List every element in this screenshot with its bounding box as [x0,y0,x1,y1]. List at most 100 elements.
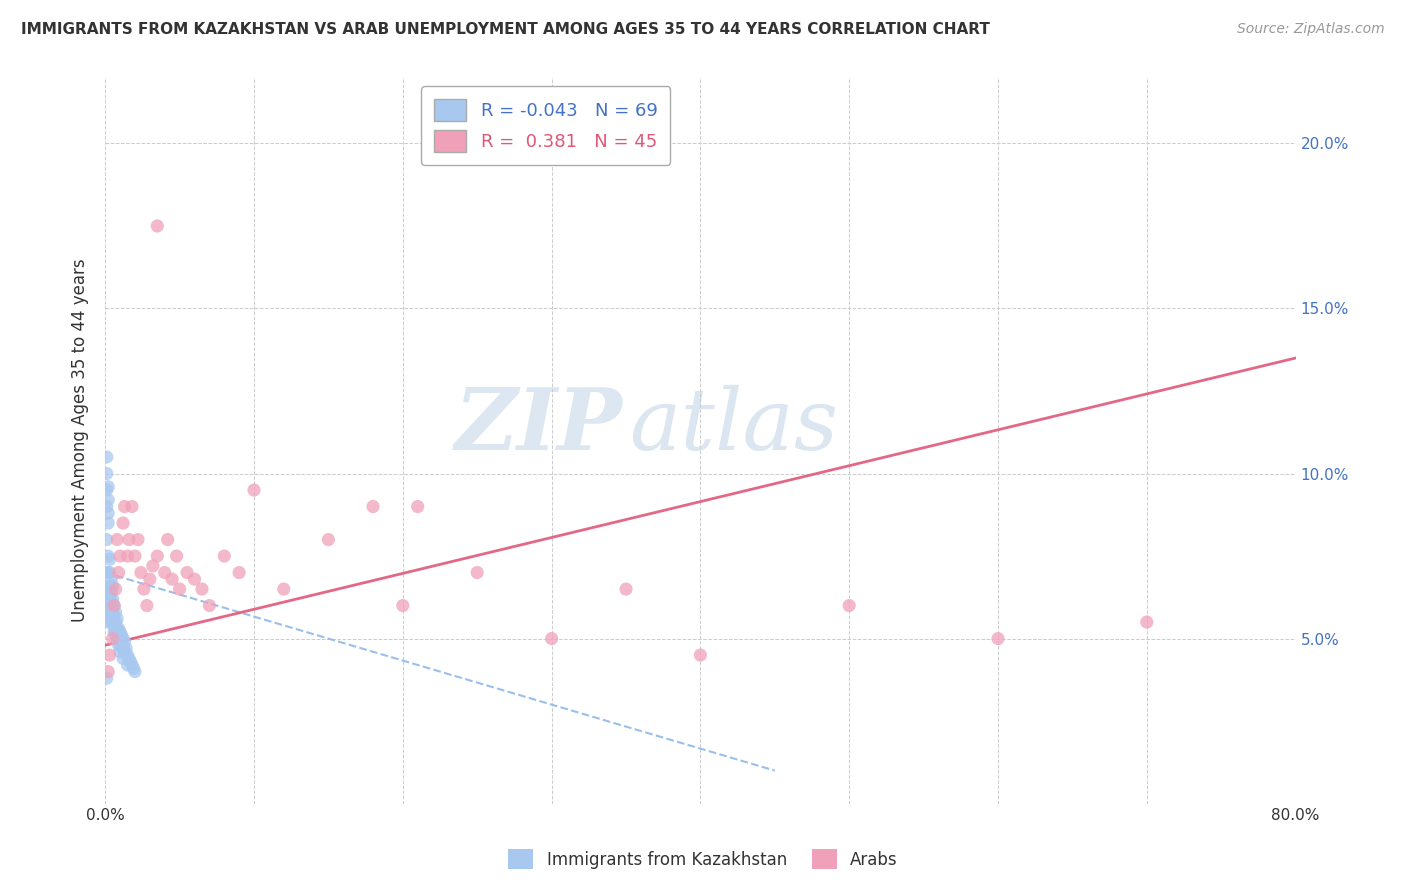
Point [101,605,124,619]
Point [391,599,413,613]
Point [105,632,128,646]
Point [108,645,131,659]
Text: ZIP: ZIP [456,384,623,467]
Point [98,589,121,603]
Point [228,566,250,580]
Point [96,533,118,547]
Point [98,579,121,593]
Point [198,599,221,613]
Point [97,516,120,530]
Point [112,632,135,646]
Point [108,549,131,563]
Point [108,638,131,652]
Point [122,661,145,675]
Point [127,533,149,547]
Point [139,572,162,586]
Point [97,599,120,613]
Point [103,612,125,626]
Point [156,533,179,547]
Point [101,632,124,646]
Point [107,566,129,580]
Point [114,500,136,514]
Point [318,533,340,547]
Point [96,467,118,481]
Point [97,549,120,563]
Point [153,566,176,580]
Point [689,648,711,662]
Point [176,566,198,580]
Point [100,615,122,629]
Point [120,655,142,669]
Point [101,615,124,629]
Point [97,506,120,520]
Point [118,533,141,547]
Point [142,558,165,573]
Point [104,624,127,639]
Point [540,632,562,646]
Point [103,618,125,632]
Point [987,632,1010,646]
Point [104,582,127,596]
Point [100,599,122,613]
Point [146,549,169,563]
Point [117,549,139,563]
Point [97,480,120,494]
Point [124,665,146,679]
Point [96,483,118,497]
Point [838,599,860,613]
Point [104,624,127,639]
Point [98,599,121,613]
Point [103,599,125,613]
Point [100,595,122,609]
Point [97,492,120,507]
Point [112,516,135,530]
Point [118,651,141,665]
Legend: Immigrants from Kazakhstan, Arabs: Immigrants from Kazakhstan, Arabs [498,838,908,880]
Point [273,582,295,596]
Point [100,605,122,619]
Point [103,624,125,639]
Y-axis label: Unemployment Among Ages 35 to 44 years: Unemployment Among Ages 35 to 44 years [72,259,89,623]
Point [107,638,129,652]
Point [132,582,155,596]
Point [97,566,120,580]
Point [112,651,135,665]
Point [96,582,118,596]
Point [160,572,183,586]
Point [98,648,121,662]
Point [104,605,127,619]
Point [465,566,488,580]
Point [105,632,128,646]
Point [110,628,132,642]
Point [105,622,128,636]
Point [169,582,191,596]
Point [96,450,118,464]
Point [105,612,128,626]
Point [97,615,120,629]
Point [107,632,129,646]
Point [135,599,157,613]
Point [114,635,136,649]
Point [191,582,214,596]
Point [96,500,118,514]
Point [98,605,121,619]
Point [243,483,266,497]
Point [115,641,138,656]
Point [117,648,139,662]
Point [166,549,188,563]
Point [1136,615,1159,629]
Point [114,645,136,659]
Point [129,566,152,580]
Point [183,572,205,586]
Point [112,641,135,656]
Point [104,615,127,629]
Point [98,566,121,580]
Point [101,615,124,629]
Legend: R = -0.043   N = 69, R =  0.381   N = 45: R = -0.043 N = 69, R = 0.381 N = 45 [422,87,671,165]
Point [108,624,131,639]
Point [100,572,122,586]
Point [96,671,118,685]
Text: Source: ZipAtlas.com: Source: ZipAtlas.com [1237,22,1385,37]
Point [110,638,132,652]
Text: IMMIGRANTS FROM KAZAKHSTAN VS ARAB UNEMPLOYMENT AMONG AGES 35 TO 44 YEARS CORREL: IMMIGRANTS FROM KAZAKHSTAN VS ARAB UNEMP… [21,22,990,37]
